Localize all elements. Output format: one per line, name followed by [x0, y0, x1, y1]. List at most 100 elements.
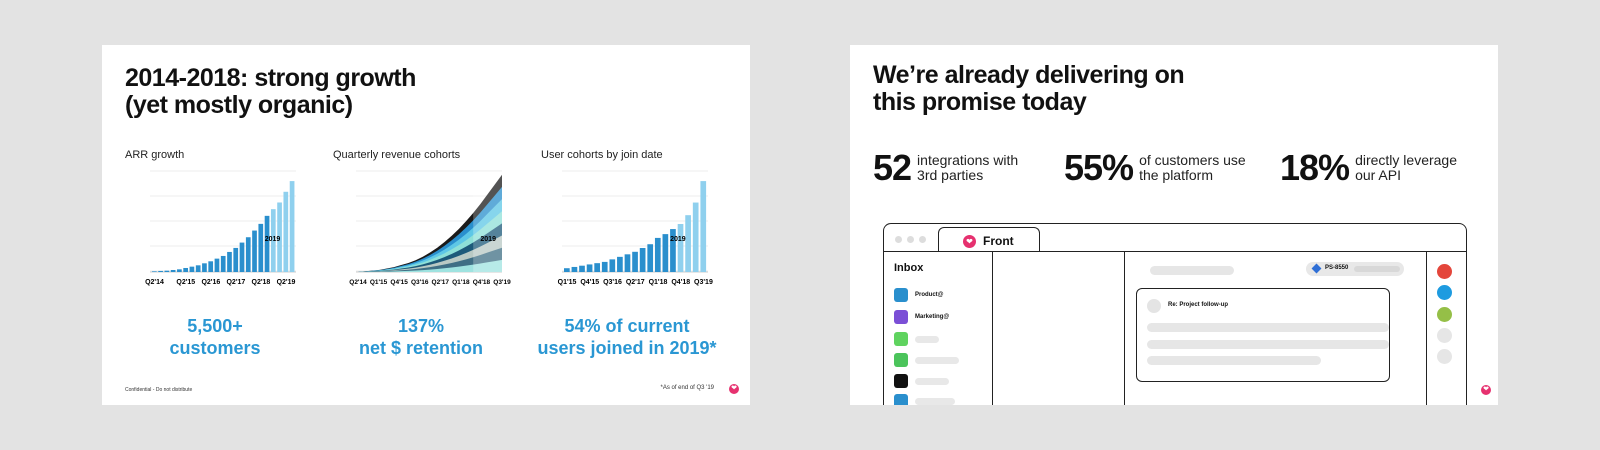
highlight-label: 2019: [265, 236, 281, 243]
metric-value: 52: [873, 147, 912, 188]
users-stat: 54% of current users joined in 2019*: [527, 315, 727, 359]
tick-label: Q2'16: [201, 279, 220, 286]
bar: [677, 224, 684, 272]
users-chart-title: User cohorts by join date: [541, 149, 663, 161]
title-line-2: (yet mostly organic): [125, 91, 353, 119]
metric-value: 18%: [1280, 147, 1350, 188]
title-line-1: 2014-2018: strong growth: [125, 64, 416, 92]
highlight-label: 2019: [670, 236, 686, 243]
retention-stat: 137% net $ retention: [331, 315, 511, 359]
window-dot-icon: [907, 236, 914, 243]
window-dot-icon: [919, 236, 926, 243]
bar: [189, 266, 195, 272]
arr-chart-title: ARR growth: [125, 149, 185, 161]
ticket-tag[interactable]: PS-8550: [1306, 262, 1404, 276]
bar: [601, 261, 608, 272]
tick-label: Q4'15: [390, 279, 408, 286]
shopify-icon[interactable]: [1437, 307, 1452, 322]
bar: [245, 237, 251, 272]
jira-icon: [1311, 263, 1322, 274]
bar: [239, 242, 245, 272]
bar: [700, 181, 707, 272]
bar: [177, 269, 182, 272]
bar: [692, 202, 699, 272]
placeholder-icon[interactable]: [1437, 328, 1452, 343]
bar: [164, 270, 170, 272]
inbox-item-product[interactable]: Product@: [894, 288, 944, 302]
placeholder-bar: [1147, 340, 1389, 349]
as-of-footnote: *As of end of Q3 '19: [660, 385, 714, 391]
users-stat-value: 54% of current: [564, 316, 690, 336]
inbox-item-chat[interactable]: [894, 332, 939, 346]
arr-growth-svg: Q2'14 Q2'15 Q2'16 Q2'17 Q2'18 Q2'19 2019: [145, 170, 296, 286]
inbox-item-whatsapp[interactable]: [894, 353, 959, 367]
placeholder-bar: [915, 397, 955, 405]
placeholder-bar: [1147, 323, 1389, 332]
user-cohorts-svg: Q1'15 Q4'15 Q3'16 Q2'17 Q1'18 Q4'18 Q3'19 2019: [558, 170, 713, 286]
bar: [233, 247, 239, 272]
calendar-icon[interactable]: [1437, 264, 1452, 279]
cohorts-chart-title: Quarterly revenue cohorts: [333, 149, 461, 161]
message-card[interactable]: Re: Project follow-up: [1136, 288, 1390, 382]
placeholder-icon[interactable]: [1437, 349, 1452, 364]
arr-growth-chart: Q2'14 Q2'15 Q2'16 Q2'17 Q2'18 Q2'19 2019: [134, 170, 296, 296]
bar: [639, 248, 646, 272]
inbox-item-custom[interactable]: [894, 374, 949, 388]
tick-label: Q3'16: [603, 279, 622, 286]
confidential-note: Confidential - Do not distribute: [125, 387, 193, 393]
bar: [270, 209, 276, 272]
integrations-slide: We’re already delivering on this promise…: [850, 45, 1498, 405]
bar: [586, 264, 593, 272]
tick-label: Q1'15: [370, 279, 388, 286]
slide-title: 2014-2018: strong growth (yet mostly org…: [125, 65, 416, 119]
placeholder-bar: [915, 377, 949, 385]
revenue-cohorts-svg: Q2'14 Q1'15 Q4'15 Q3'16 Q2'17 Q1'18 Q4'18 Q3'19…: [349, 170, 511, 286]
integrations-metric: 52 integrations with 3rd parties: [873, 147, 1032, 189]
inbox-title: Inbox: [894, 262, 924, 274]
bar: [647, 244, 654, 272]
bar: [579, 265, 585, 272]
chat-icon: [894, 332, 908, 346]
conversation-placeholder: [1150, 266, 1234, 275]
cohort-band: [358, 259, 502, 272]
bar: [609, 259, 616, 272]
list-divider: [1124, 252, 1125, 405]
bar: [594, 263, 600, 272]
tick-label: Q3'19: [493, 279, 511, 286]
mail-icon: [894, 310, 908, 324]
bar: [202, 263, 207, 272]
message-subject: Re: Project follow-up: [1168, 302, 1228, 308]
bar: [208, 261, 214, 272]
inbox-item-marketing[interactable]: Marketing@: [894, 310, 949, 324]
bar: [227, 251, 232, 272]
growth-slide: 2014-2018: strong growth (yet mostly org…: [102, 45, 750, 405]
customers-stat: 5,500+ customers: [125, 315, 305, 359]
tick-label: Q2'18: [252, 279, 271, 286]
tab-divider: [884, 251, 1466, 252]
metric-value: 55%: [1064, 147, 1134, 188]
inbox-item-more[interactable]: [894, 394, 955, 405]
front-logo-icon: ❤: [1481, 385, 1491, 395]
metric-description: of customers use the platform: [1139, 152, 1246, 183]
tick-label: Q3'19: [694, 279, 713, 286]
bar: [158, 270, 163, 272]
bar: [183, 267, 188, 272]
title-line-1: We’re already delivering on: [873, 61, 1185, 89]
sidebar-divider: [1426, 252, 1427, 405]
highlight-region: [473, 171, 502, 272]
bar: [214, 258, 220, 272]
tab-label: Front: [983, 234, 1014, 248]
avatar: [1147, 299, 1161, 313]
bar: [289, 181, 295, 272]
tick-label: Q4'18: [671, 279, 690, 286]
whatsapp-icon: [894, 353, 908, 367]
bar: [632, 251, 638, 272]
metric-description: integrations with 3rd parties: [917, 152, 1019, 183]
bar: [264, 215, 270, 272]
tick-label: Q2'14: [349, 279, 367, 286]
inbox-item-label: Marketing@: [915, 314, 950, 320]
front-app-tab[interactable]: ❤ Front: [938, 227, 1040, 252]
front-logo-icon: ❤: [729, 384, 739, 394]
salesforce-icon[interactable]: [1437, 285, 1452, 300]
bar: [564, 268, 570, 272]
